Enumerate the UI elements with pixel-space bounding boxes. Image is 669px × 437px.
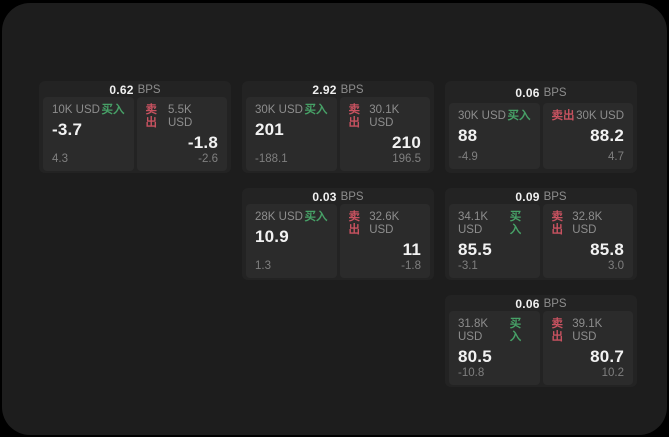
buy-sell-panels: 31.8K USD 买入 80.5 -10.8 卖出 39.1K USD 80.… <box>449 311 633 385</box>
spread-value: 0.09 <box>515 190 540 204</box>
sell-size: 32.8K USD <box>572 211 603 236</box>
spread-value: 0.62 <box>109 83 134 97</box>
sell-price: -1.8 <box>187 133 218 152</box>
sell-sub-value: -2.6 <box>198 153 218 165</box>
quote-card: 2.92 BPS 30K USD 买入 201 -188.1 卖出 30.1K … <box>242 81 434 173</box>
sell-size: 5.5K USD <box>167 104 193 129</box>
sell-quote-panel[interactable]: 卖出 30K USD 88.2 4.7 <box>542 103 633 169</box>
buy-quote-panel[interactable]: 30K USD 买入 88 -4.9 <box>449 103 540 169</box>
buy-sell-panels: 30K USD 买入 88 -4.9 卖出 30K USD 88.2 4.7 <box>449 103 633 169</box>
buy-sub-value: 4.3 <box>52 153 68 165</box>
sell-side-label: 卖出 <box>348 104 361 129</box>
buy-sell-panels: 28K USD 买入 10.9 1.3 卖出 32.6K USD 11 -1.8 <box>246 204 430 278</box>
buy-sub-value: -188.1 <box>255 153 288 165</box>
spread-unit-label: BPS <box>340 84 364 96</box>
spread-unit-label: BPS <box>543 191 567 203</box>
buy-quote-panel[interactable]: 31.8K USD 买入 80.5 -10.8 <box>449 311 540 385</box>
sell-sub-value: -1.8 <box>401 260 421 272</box>
buy-size: 10K USD <box>52 104 100 116</box>
buy-sub-value: 1.3 <box>255 260 271 272</box>
sell-price: 88.2 <box>590 126 624 145</box>
buy-price: -3.7 <box>52 120 83 139</box>
spread-header: 0.62 BPS <box>43 83 227 97</box>
sell-quote-panel[interactable]: 卖出 32.8K USD 85.8 3.0 <box>542 204 633 278</box>
buy-price: 10.9 <box>255 227 289 246</box>
buy-size: 30K USD <box>255 104 303 116</box>
spread-value: 0.06 <box>515 86 540 100</box>
sell-sub-value: 3.0 <box>608 260 624 272</box>
quote-card-grid: 0.62 BPS 10K USD 买入 -3.7 4.3 卖出 5.5K USD <box>39 81 637 387</box>
buy-price: 85.5 <box>458 240 492 259</box>
quote-card: 0.06 BPS 30K USD 买入 88 -4.9 卖出 30K USD <box>445 81 637 173</box>
spread-unit-label: BPS <box>543 298 567 310</box>
spread-header: 0.09 BPS <box>449 190 633 204</box>
spread-unit-label: BPS <box>543 87 567 99</box>
buy-size: 31.8K USD <box>458 318 489 343</box>
sell-quote-panel[interactable]: 卖出 32.6K USD 11 -1.8 <box>339 204 430 278</box>
spread-unit-label: BPS <box>340 191 364 203</box>
quotes-panel: 0.62 BPS 10K USD 买入 -3.7 4.3 卖出 5.5K USD <box>2 3 667 435</box>
buy-price: 201 <box>255 120 284 139</box>
buy-size: 30K USD <box>458 110 506 122</box>
spread-header: 0.06 BPS <box>449 297 633 311</box>
spread-header: 0.03 BPS <box>246 190 430 204</box>
sell-side-label: 卖出 <box>551 110 575 122</box>
buy-quote-panel[interactable]: 30K USD 买入 201 -188.1 <box>246 97 337 171</box>
sell-side-label: 卖出 <box>348 211 361 236</box>
sell-price: 11 <box>402 240 421 259</box>
spread-value: 0.03 <box>312 190 337 204</box>
spread-unit-label: BPS <box>137 84 161 96</box>
sell-size: 30K USD <box>576 110 624 122</box>
sell-sub-value: 196.5 <box>392 153 421 165</box>
sell-price: 85.8 <box>590 240 624 259</box>
buy-quote-panel[interactable]: 28K USD 买入 10.9 1.3 <box>246 204 337 278</box>
sell-side-label: 卖出 <box>551 211 564 236</box>
sell-sub-value: 4.7 <box>608 151 624 163</box>
sell-quote-panel[interactable]: 卖出 30.1K USD 210 196.5 <box>339 97 430 171</box>
quote-card: 0.09 BPS 34.1K USD 买入 85.5 -3.1 卖出 32.8K… <box>445 188 637 280</box>
buy-sub-value: -4.9 <box>458 151 478 163</box>
buy-quote-panel[interactable]: 34.1K USD 买入 85.5 -3.1 <box>449 204 540 278</box>
quote-card: 0.62 BPS 10K USD 买入 -3.7 4.3 卖出 5.5K USD <box>39 81 231 173</box>
spread-header: 2.92 BPS <box>246 83 430 97</box>
buy-size: 28K USD <box>255 211 303 223</box>
sell-side-label: 卖出 <box>145 104 158 129</box>
buy-side-label: 买入 <box>304 104 328 116</box>
buy-sell-panels: 34.1K USD 买入 85.5 -3.1 卖出 32.8K USD 85.8… <box>449 204 633 278</box>
buy-sub-value: -10.8 <box>458 367 485 379</box>
sell-size: 30.1K USD <box>369 104 400 129</box>
buy-sell-panels: 30K USD 买入 201 -188.1 卖出 30.1K USD 210 1… <box>246 97 430 171</box>
spread-value: 2.92 <box>312 83 337 97</box>
quote-card: 0.06 BPS 31.8K USD 买入 80.5 -10.8 卖出 39.1… <box>445 295 637 387</box>
buy-size: 34.1K USD <box>458 211 489 236</box>
sell-price: 80.7 <box>590 347 624 366</box>
buy-quote-panel[interactable]: 10K USD 买入 -3.7 4.3 <box>43 97 134 171</box>
buy-price: 88 <box>458 126 478 145</box>
buy-price: 80.5 <box>458 347 492 366</box>
buy-side-label: 买入 <box>304 211 328 223</box>
sell-size: 32.6K USD <box>369 211 400 236</box>
buy-side-label: 买入 <box>509 211 522 236</box>
spread-value: 0.06 <box>515 297 540 311</box>
buy-sub-value: -3.1 <box>458 260 478 272</box>
sell-sub-value: 10.2 <box>601 367 624 379</box>
sell-size: 39.1K USD <box>572 318 603 343</box>
buy-side-label: 买入 <box>509 318 522 343</box>
sell-quote-panel[interactable]: 卖出 39.1K USD 80.7 10.2 <box>542 311 633 385</box>
buy-side-label: 买入 <box>507 110 531 122</box>
sell-quote-panel[interactable]: 卖出 5.5K USD -1.8 -2.6 <box>136 97 227 171</box>
buy-sell-panels: 10K USD 买入 -3.7 4.3 卖出 5.5K USD -1.8 -2.… <box>43 97 227 171</box>
sell-price: 210 <box>392 133 421 152</box>
buy-side-label: 买入 <box>101 104 125 116</box>
spread-header: 0.06 BPS <box>449 83 633 103</box>
quote-card: 0.03 BPS 28K USD 买入 10.9 1.3 卖出 32.6K US… <box>242 188 434 280</box>
sell-side-label: 卖出 <box>551 318 564 343</box>
